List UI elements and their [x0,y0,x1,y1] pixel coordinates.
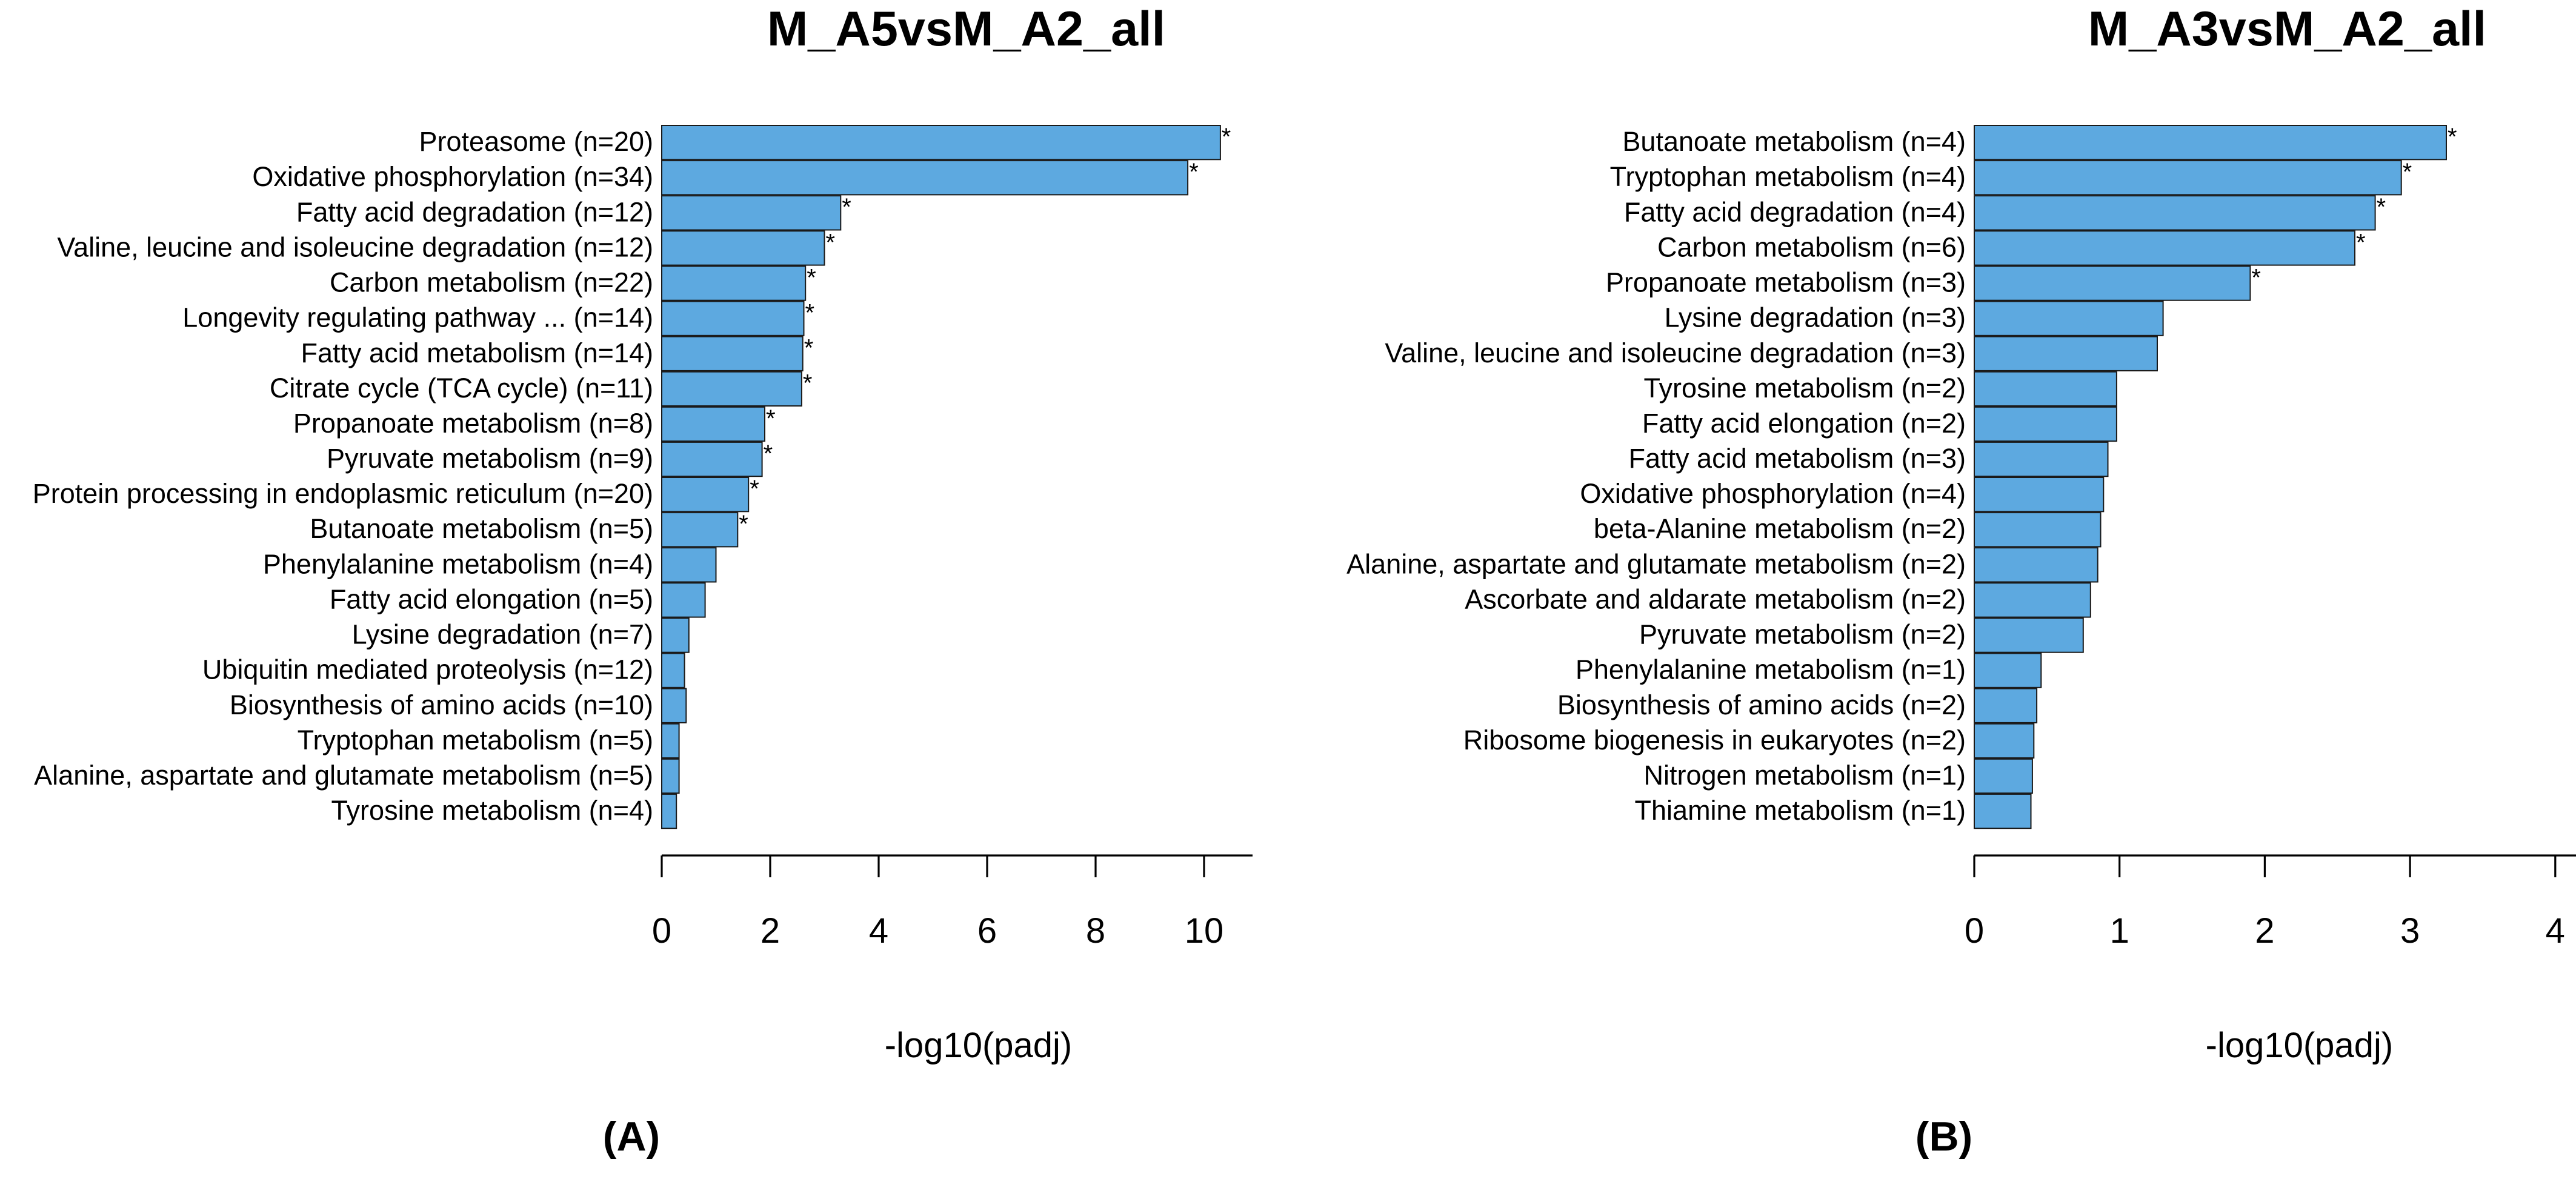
svg-text:Fatty acid elongation (n=2): Fatty acid elongation (n=2) [1642,408,1966,439]
svg-text:Phenylalanine metabolism (n=4): Phenylalanine metabolism (n=4) [263,548,653,579]
svg-text:Ribosome biogenesis in eukaryo: Ribosome biogenesis in eukaryotes (n=2) [1463,725,1966,756]
svg-text:*: * [804,335,814,362]
svg-text:Fatty acid metabolism (n=3): Fatty acid metabolism (n=3) [1629,443,1966,474]
svg-text:*: * [826,229,836,256]
svg-text:Pyruvate metabolism (n=2): Pyruvate metabolism (n=2) [1639,619,1966,650]
svg-text:Protein processing in endoplas: Protein processing in endoplasmic reticu… [33,478,653,509]
svg-text:Alanine, aspartate and glutama: Alanine, aspartate and glutamate metabol… [1346,548,1966,579]
svg-text:Alanine, aspartate and glutama: Alanine, aspartate and glutamate metabol… [34,760,653,791]
svg-text:*: * [805,300,815,327]
svg-text:Fatty acid degradation (n=12): Fatty acid degradation (n=12) [296,196,653,227]
svg-text:Fatty acid degradation (n=4): Fatty acid degradation (n=4) [1624,196,1966,227]
svg-text:Lysine degradation (n=7): Lysine degradation (n=7) [352,619,653,650]
svg-text:(B): (B) [1915,1114,1972,1160]
svg-text:Ubiquitin mediated proteolysis: Ubiquitin mediated proteolysis (n=12) [202,654,653,685]
svg-text:2: 2 [2255,911,2274,951]
svg-text:1: 1 [2110,911,2129,951]
svg-text:Fatty acid metabolism (n=14): Fatty acid metabolism (n=14) [301,337,653,368]
svg-text:*: * [2448,124,2457,150]
svg-text:*: * [1222,124,1231,150]
svg-text:Oxidative phosphorylation (n=3: Oxidative phosphorylation (n=34) [252,161,653,192]
svg-text:4: 4 [2546,911,2565,951]
svg-text:Fatty acid elongation (n=5): Fatty acid elongation (n=5) [330,584,653,615]
svg-text:Biosynthesis of amino acids (n: Biosynthesis of amino acids (n=2) [1557,689,1966,720]
svg-text:*: * [766,405,776,432]
svg-text:*: * [807,264,816,291]
svg-text:3: 3 [2400,911,2420,951]
svg-text:M_A5vsM_A2_all: M_A5vsM_A2_all [767,2,1165,56]
svg-text:-log10(padj): -log10(padj) [885,1026,1073,1065]
svg-text:10: 10 [1185,911,1224,951]
svg-text:0: 0 [652,911,671,951]
svg-text:Butanoate metabolism (n=5): Butanoate metabolism (n=5) [310,513,653,544]
svg-text:Citrate cycle (TCA cycle) (n=1: Citrate cycle (TCA cycle) (n=11) [270,373,653,404]
svg-text:Nitrogen metabolism (n=1): Nitrogen metabolism (n=1) [1644,760,1966,791]
svg-text:Valine, leucine and isoleucine: Valine, leucine and isoleucine degradati… [1385,337,1966,368]
svg-text:Pyruvate metabolism (n=9): Pyruvate metabolism (n=9) [327,443,653,474]
svg-text:-log10(padj): -log10(padj) [2206,1026,2394,1065]
svg-text:*: * [739,511,748,537]
svg-text:*: * [842,194,851,221]
svg-text:Valine, leucine and isoleucine: Valine, leucine and isoleucine degradati… [57,231,653,262]
svg-text:2: 2 [760,911,780,951]
svg-text:*: * [2403,159,2412,185]
svg-text:8: 8 [1086,911,1105,951]
svg-text:Carbon metabolism (n=22): Carbon metabolism (n=22) [330,267,653,298]
svg-text:*: * [2377,194,2386,221]
svg-text:Biosynthesis of amino acids (n: Biosynthesis of amino acids (n=10) [230,689,653,720]
svg-text:6: 6 [977,911,997,951]
svg-text:Phenylalanine metabolism (n=1): Phenylalanine metabolism (n=1) [1576,654,1966,685]
svg-text:Tyrosine metabolism (n=4): Tyrosine metabolism (n=4) [331,795,653,826]
svg-text:Longevity regulating pathway .: Longevity regulating pathway ... (n=14) [182,302,653,333]
svg-text:Propanoate metabolism (n=8): Propanoate metabolism (n=8) [293,408,653,439]
svg-text:Ascorbate and aldarate metabol: Ascorbate and aldarate metabolism (n=2) [1465,584,1966,615]
svg-text:Tyrosine metabolism (n=2): Tyrosine metabolism (n=2) [1644,373,1966,404]
svg-text:*: * [1189,159,1199,185]
svg-text:Carbon metabolism (n=6): Carbon metabolism (n=6) [1657,231,1966,262]
svg-text:4: 4 [869,911,888,951]
svg-text:Tryptophan metabolism (n=5): Tryptophan metabolism (n=5) [298,725,653,756]
svg-text:Oxidative phosphorylation (n=4: Oxidative phosphorylation (n=4) [1580,478,1966,509]
svg-text:0: 0 [1965,911,1984,951]
svg-text:(A): (A) [603,1114,660,1160]
svg-text:*: * [750,476,759,502]
svg-text:Thiamine metabolism (n=1): Thiamine metabolism (n=1) [1635,795,1966,826]
svg-text:*: * [2251,264,2261,291]
svg-text:Butanoate metabolism (n=4): Butanoate metabolism (n=4) [1622,126,1966,157]
svg-text:Proteasome (n=20): Proteasome (n=20) [419,126,653,157]
svg-text:*: * [803,370,813,397]
svg-text:Lysine degradation (n=3): Lysine degradation (n=3) [1665,302,1966,333]
svg-text:M_A3vsM_A2_all: M_A3vsM_A2_all [2088,2,2486,56]
svg-text:Tryptophan metabolism (n=4): Tryptophan metabolism (n=4) [1610,161,1966,192]
svg-text:*: * [764,440,773,467]
svg-text:beta-Alanine metabolism (n=2): beta-Alanine metabolism (n=2) [1594,513,1966,544]
svg-text:*: * [2356,229,2366,256]
svg-text:Propanoate metabolism (n=3): Propanoate metabolism (n=3) [1606,267,1966,298]
